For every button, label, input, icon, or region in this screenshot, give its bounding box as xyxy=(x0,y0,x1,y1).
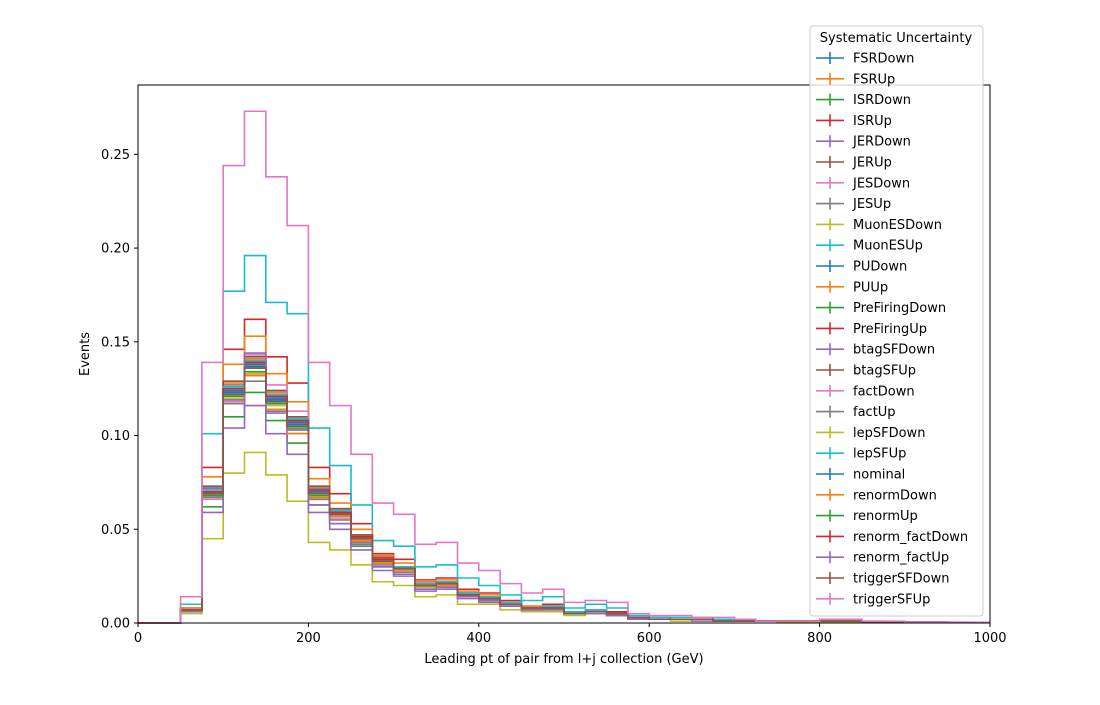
legend-entry-isrdown: ISRDown xyxy=(816,93,911,108)
legend-label: nominal xyxy=(853,468,905,483)
legend-entry-pudown: PUDown xyxy=(816,260,907,275)
series-line-muonesdown xyxy=(138,451,990,624)
legend-entry-renorm-factup: renorm_factUp xyxy=(816,551,949,566)
legend-label: FSRDown xyxy=(853,52,914,67)
legend-entry-renormdown: renormDown xyxy=(816,488,937,503)
legend-entry-prefiringdown: PreFiringDown xyxy=(816,301,946,316)
legend-label: MuonESUp xyxy=(853,239,923,254)
y-tick-label: 0.20 xyxy=(101,242,130,257)
legend-label: JERUp xyxy=(852,156,892,171)
y-tick-label: 0.15 xyxy=(101,335,130,350)
legend-label: JERDown xyxy=(852,135,911,150)
legend-label: renorm_factUp xyxy=(853,551,949,566)
y-tick-label: 0.00 xyxy=(101,617,130,632)
legend-entry-fsrup: FSRUp xyxy=(816,72,895,87)
legend-label: lepSFUp xyxy=(853,447,906,462)
legend-label: PUDown xyxy=(853,260,907,275)
x-tick-label: 200 xyxy=(296,631,321,646)
legend-entry-isrup: ISRUp xyxy=(816,114,892,129)
legend-entry-renormup: renormUp xyxy=(816,509,918,524)
legend-label: btagSFDown xyxy=(853,343,935,358)
legend-label: PUUp xyxy=(853,280,888,295)
y-tick-label: 0.10 xyxy=(101,429,130,444)
legend-entry-prefiringup: PreFiringUp xyxy=(816,322,927,337)
legend-label: PreFiringDown xyxy=(853,301,946,316)
legend-entry-jerup: JERUp xyxy=(816,156,892,171)
legend-label: renormUp xyxy=(853,509,918,524)
legend-entry-triggersfup: triggerSFUp xyxy=(816,592,930,607)
legend-entry-lepsfdown: lepSFDown xyxy=(816,426,925,441)
legend-label: ISRUp xyxy=(853,114,892,129)
legend-entry-factup: factUp xyxy=(816,405,896,420)
legend-entry-fsrdown: FSRDown xyxy=(816,52,914,67)
y-tick-label: 0.25 xyxy=(101,148,130,163)
y-axis-label: Events xyxy=(78,332,93,376)
legend-label: PreFiringUp xyxy=(853,322,927,337)
legend-label: FSRUp xyxy=(853,72,895,87)
legend-label: JESUp xyxy=(852,197,891,212)
x-axis-label: Leading pt of pair from l+j collection (… xyxy=(424,652,703,667)
legend-items: FSRDown FSRUp ISRDown ISRUp JERDown JERUp JESD… xyxy=(816,52,968,607)
x-tick-label: 400 xyxy=(466,631,491,646)
legend-label: ISRDown xyxy=(853,93,911,108)
legend-entry-lepsfup: lepSFUp xyxy=(816,447,906,462)
x-tick-label: 0 xyxy=(134,631,142,646)
legend-title: Systematic Uncertainty xyxy=(820,31,973,46)
legend-entry-renorm-factdown: renorm_factDown xyxy=(816,530,968,545)
x-tick-label: 1000 xyxy=(973,631,1006,646)
legend-entry-nominal: nominal xyxy=(816,468,905,483)
legend-entry-jerdown: JERDown xyxy=(816,135,911,150)
x-axis: 0 200 400 600 800 1000 xyxy=(134,623,1007,646)
y-tick-label: 0.05 xyxy=(101,523,130,538)
x-tick-label: 600 xyxy=(637,631,662,646)
legend: Systematic Uncertainty FSRDown FSRUp ISRDo… xyxy=(809,25,984,617)
legend-label: factDown xyxy=(853,384,915,399)
legend-box xyxy=(809,25,984,617)
legend-entry-muonesdown: MuonESDown xyxy=(816,218,942,233)
series-line-triggersfup xyxy=(138,110,990,624)
y-axis: 0.00 0.05 0.10 0.15 0.20 0.25 xyxy=(101,148,138,632)
legend-label: lepSFDown xyxy=(853,426,925,441)
legend-entry-triggersfdown: triggerSFDown xyxy=(816,572,949,587)
legend-label: factUp xyxy=(853,405,896,420)
legend-label: JESDown xyxy=(852,176,910,191)
x-tick-label: 800 xyxy=(807,631,832,646)
legend-label: triggerSFDown xyxy=(853,572,949,587)
legend-entry-jesup: JESUp xyxy=(816,197,891,212)
legend-label: btagSFUp xyxy=(853,364,916,379)
plot-area-frame xyxy=(137,84,991,624)
legend-entry-puup: PUUp xyxy=(816,280,888,295)
legend-entry-muonesup: MuonESUp xyxy=(816,239,923,254)
legend-label: renormDown xyxy=(853,488,937,503)
series-lines xyxy=(138,110,990,624)
legend-label: triggerSFUp xyxy=(853,592,930,607)
legend-entry-factdown: factDown xyxy=(816,384,915,399)
legend-label: renorm_factDown xyxy=(853,530,968,545)
legend-entry-btagsfup: btagSFUp xyxy=(816,364,916,379)
legend-label: MuonESDown xyxy=(853,218,942,233)
legend-entry-jesdown: JESDown xyxy=(816,176,910,191)
legend-entry-btagsfdown: btagSFDown xyxy=(816,343,935,358)
